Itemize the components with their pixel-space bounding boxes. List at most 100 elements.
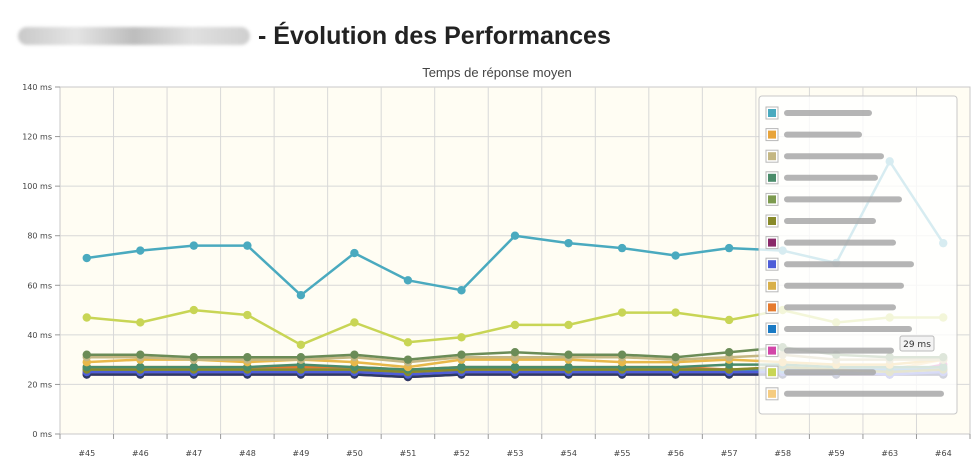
legend-swatch bbox=[768, 346, 776, 355]
x-tick-label: #50 bbox=[346, 449, 363, 458]
legend-swatch bbox=[768, 152, 776, 161]
data-point bbox=[564, 362, 573, 372]
data-point bbox=[724, 315, 734, 325]
legend-label-redacted bbox=[784, 261, 914, 268]
data-point bbox=[82, 313, 91, 322]
legend-swatch bbox=[768, 325, 776, 333]
data-point bbox=[457, 333, 466, 342]
legend-label-redacted bbox=[784, 282, 904, 289]
data-point bbox=[457, 286, 466, 295]
data-point bbox=[403, 355, 413, 364]
legend-label-redacted bbox=[784, 239, 896, 246]
data-point bbox=[296, 352, 306, 362]
x-tick-label: #54 bbox=[560, 449, 577, 458]
y-tick-label: 60 ms bbox=[27, 281, 52, 290]
legend-label-redacted bbox=[784, 196, 902, 203]
data-point bbox=[136, 246, 145, 255]
x-tick-label: #63 bbox=[881, 449, 898, 458]
legend-label-redacted bbox=[784, 110, 872, 116]
legend-swatch bbox=[768, 173, 776, 182]
x-tick-label: #49 bbox=[292, 449, 309, 458]
x-tick-label: #47 bbox=[185, 449, 202, 458]
x-tick-label: #59 bbox=[828, 449, 845, 458]
page-title: - Évolution des Performances bbox=[258, 21, 611, 50]
data-point bbox=[136, 362, 145, 372]
data-point bbox=[457, 350, 466, 359]
data-point bbox=[296, 291, 306, 300]
data-point bbox=[617, 308, 627, 317]
data-point bbox=[350, 248, 359, 258]
y-tick-label: 0 ms bbox=[32, 430, 52, 439]
legend-swatch bbox=[768, 281, 776, 290]
legend-label-redacted bbox=[784, 326, 912, 332]
x-tick-label: #51 bbox=[399, 449, 416, 458]
x-tick-label: #48 bbox=[239, 449, 256, 458]
x-tick-label: #64 bbox=[935, 449, 952, 458]
y-tick-label: 20 ms bbox=[27, 380, 52, 389]
y-tick-label: 120 ms bbox=[22, 133, 52, 142]
data-point bbox=[189, 241, 199, 250]
data-point bbox=[671, 352, 680, 362]
y-tick-label: 80 ms bbox=[27, 232, 52, 241]
x-tick-label: #57 bbox=[721, 449, 738, 458]
data-point bbox=[510, 348, 520, 357]
legend-label-redacted bbox=[784, 131, 862, 138]
data-point bbox=[136, 318, 145, 327]
x-tick-label: #55 bbox=[614, 449, 631, 458]
legend-label-redacted bbox=[784, 304, 896, 311]
data-point bbox=[403, 276, 413, 285]
data-point bbox=[189, 305, 199, 315]
data-point bbox=[617, 350, 627, 359]
data-point bbox=[671, 308, 680, 317]
legend-panel bbox=[758, 95, 958, 415]
legend-swatch bbox=[768, 368, 776, 377]
data-point bbox=[510, 362, 520, 372]
legend-swatch bbox=[768, 217, 776, 225]
data-point bbox=[564, 320, 573, 330]
legend-label-redacted bbox=[784, 218, 876, 224]
x-tick-label: #52 bbox=[453, 449, 470, 458]
data-point bbox=[724, 243, 734, 253]
data-point bbox=[564, 238, 573, 248]
data-point bbox=[403, 338, 413, 347]
legend-label-redacted bbox=[784, 174, 878, 181]
data-point bbox=[617, 243, 627, 253]
legend-label-redacted bbox=[784, 153, 884, 160]
data-point bbox=[457, 362, 466, 372]
data-point bbox=[82, 253, 91, 263]
data-point bbox=[189, 362, 199, 372]
legend-swatch bbox=[768, 130, 776, 139]
x-tick-label: #53 bbox=[507, 449, 524, 458]
data-point bbox=[296, 340, 306, 349]
tooltip-box bbox=[899, 335, 935, 352]
legend-label-redacted bbox=[784, 347, 894, 354]
x-tick-label: #58 bbox=[774, 449, 791, 458]
redacted-site-name bbox=[18, 27, 250, 45]
data-point bbox=[564, 350, 573, 359]
data-point bbox=[510, 231, 520, 240]
data-point bbox=[350, 350, 359, 359]
data-point bbox=[82, 350, 91, 359]
page-header: - Évolution des Performances bbox=[18, 18, 611, 54]
data-point bbox=[189, 352, 199, 362]
y-tick-label: 140 ms bbox=[22, 83, 52, 92]
legend-label-redacted bbox=[784, 390, 944, 397]
y-tick-label: 40 ms bbox=[27, 331, 52, 340]
data-point bbox=[136, 350, 145, 359]
x-tick-label: #56 bbox=[667, 449, 684, 458]
data-point bbox=[510, 320, 520, 330]
tooltip-value: 29 ms bbox=[903, 340, 931, 350]
data-point bbox=[350, 318, 359, 327]
x-tick-label: #45 bbox=[78, 449, 95, 458]
chart-title: Temps de réponse moyen bbox=[422, 65, 572, 80]
data-point bbox=[724, 348, 734, 357]
data-point bbox=[243, 352, 252, 362]
data-point bbox=[671, 251, 680, 260]
y-tick-label: 100 ms bbox=[22, 182, 52, 191]
legend-swatch bbox=[768, 303, 776, 312]
legend-label-redacted bbox=[784, 369, 876, 376]
data-point bbox=[243, 310, 252, 320]
legend-swatch bbox=[768, 260, 776, 269]
legend-swatch bbox=[768, 238, 776, 247]
